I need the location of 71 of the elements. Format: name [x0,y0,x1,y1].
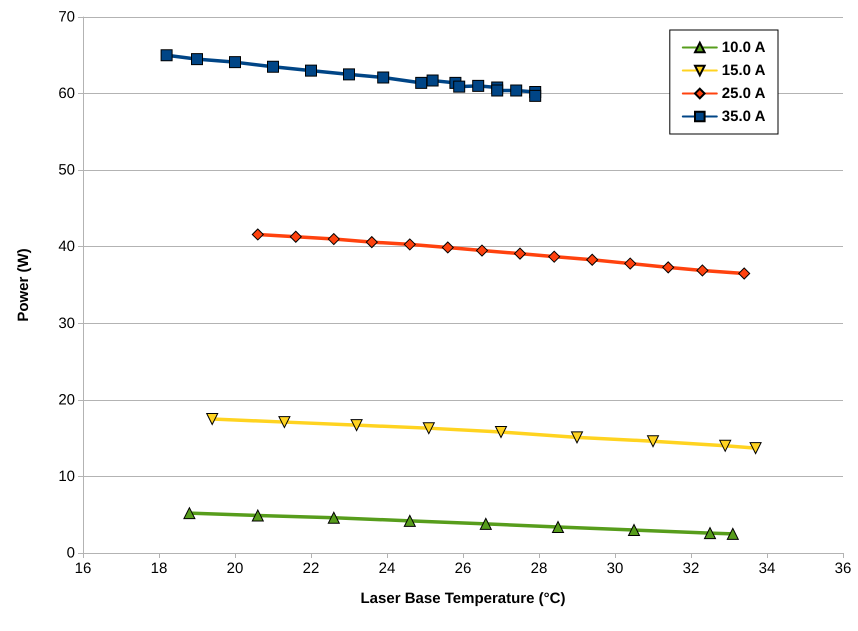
y-tick-label: 70 [58,8,75,26]
point [422,422,435,434]
point [491,84,504,97]
legend-label: 15.0 A [722,62,766,79]
legend-label: 35.0 A [722,108,766,125]
point [278,416,290,428]
x-tick-label: 16 [74,560,92,577]
point [404,238,416,250]
point [726,528,739,540]
x-tick-label: 20 [226,560,244,577]
point [328,233,340,246]
point [586,254,598,266]
y-tick-label: 50 [58,162,75,179]
point [366,236,378,248]
point [305,64,317,77]
y-tick-label: 30 [58,314,75,332]
point [480,518,492,530]
point [453,80,466,93]
x-tick-label: 24 [378,560,396,577]
point [552,520,564,533]
point [647,435,659,448]
legend-label: 25.0 A [722,85,766,102]
point [750,442,762,454]
legend-label: 10.0 A [722,39,766,56]
y-axis-title: Power (W) [15,248,32,322]
point [662,261,674,274]
point [328,512,340,524]
point [252,509,264,522]
y-tick-label: 60 [58,85,75,102]
x-tick-label: 22 [302,560,320,577]
x-tick-label: 18 [150,560,168,577]
point [514,248,526,260]
point [476,244,488,257]
point [377,71,390,84]
x-axis-title: Laser Base Temperature (°C) [360,590,566,607]
point [548,250,560,263]
point [426,74,439,87]
y-tick-label: 40 [58,238,75,256]
point [290,230,302,243]
point [442,241,454,254]
point [719,440,732,452]
point [472,80,484,92]
point [160,49,173,62]
point [343,68,355,80]
x-tick-label: 28 [530,560,548,577]
y-tick-label: 20 [58,391,75,408]
point [571,431,583,444]
point [624,258,636,270]
point [415,76,428,89]
point [628,524,640,536]
point [267,60,279,73]
point [529,90,542,102]
point [350,419,363,432]
point [229,56,241,68]
x-tick-label: 32 [682,560,700,577]
y-tick-label: 10 [58,468,75,485]
point [510,84,522,97]
point [252,228,264,240]
point [738,268,750,280]
y-tick-label: 0 [66,544,75,562]
x-tick-label: 30 [606,560,624,577]
point [696,264,708,276]
point [206,413,218,425]
point [495,426,507,438]
point [704,527,716,540]
point [404,514,416,527]
point [183,507,196,520]
x-tick-label: 34 [758,560,776,577]
x-tick-label: 36 [834,560,852,577]
x-tick-label: 26 [454,560,472,577]
point [191,53,203,66]
